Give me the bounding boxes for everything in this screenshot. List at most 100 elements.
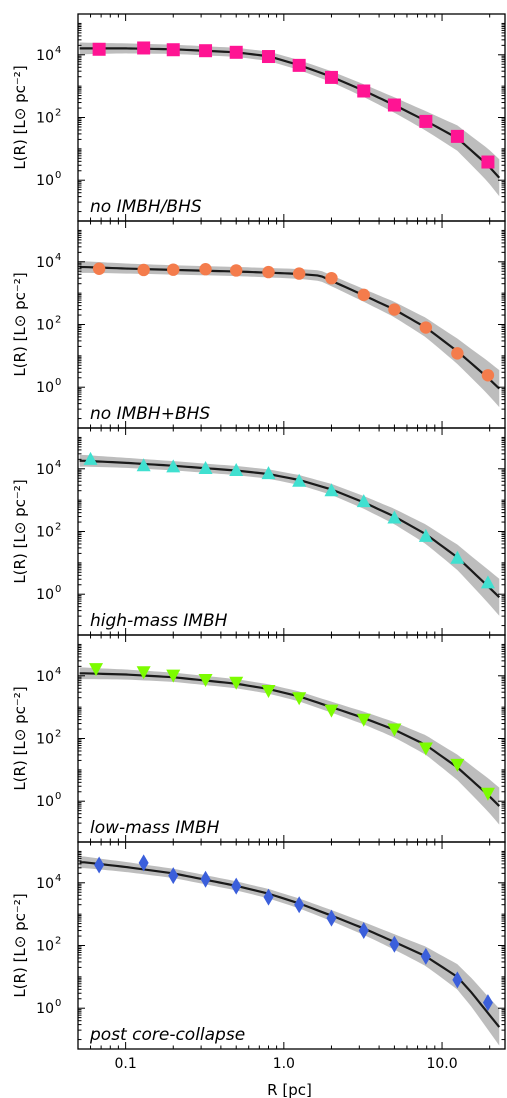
data-point <box>229 463 244 477</box>
y-tick-label: 10 <box>36 587 54 603</box>
data-point <box>166 669 181 683</box>
y-axis-label: L(R) [L⊙ pc⁻²] <box>11 65 29 169</box>
panel-5-model-band <box>79 856 500 1046</box>
panel-4-frame <box>77 634 506 843</box>
data-point <box>263 888 274 906</box>
y-tick-label: 10 <box>36 173 54 189</box>
data-point <box>166 459 181 473</box>
y-tick-label: 10 <box>36 318 54 334</box>
y-tick-label-exponent: 4 <box>55 666 61 677</box>
y-tick-label: 10 <box>36 1001 54 1017</box>
data-point <box>166 43 180 57</box>
data-point <box>138 854 149 872</box>
y-axis-label: L(R) [L⊙ pc⁻²] <box>11 272 29 376</box>
y-tick-label-exponent: 0 <box>55 170 61 181</box>
data-point <box>136 666 151 680</box>
panel-4-plot-area <box>79 663 501 825</box>
y-tick-label: 10 <box>36 876 54 892</box>
x-tick-label: 10.0 <box>426 1056 457 1072</box>
data-point <box>92 262 106 275</box>
data-point <box>324 70 338 84</box>
y-tick-label: 10 <box>36 48 54 64</box>
y-axis-label: L(R) [L⊙ pc⁻²] <box>11 893 29 997</box>
y-tick-label: 10 <box>36 669 54 685</box>
data-point <box>480 787 495 801</box>
panel-4-model-band <box>79 667 500 825</box>
panel-5-label: post core-collapse <box>89 1025 245 1045</box>
y-tick-label-exponent: 4 <box>55 873 61 884</box>
y-tick-label-exponent: 0 <box>55 377 61 388</box>
x-tick-label: 1.0 <box>273 1056 295 1072</box>
data-point <box>198 461 213 475</box>
data-point <box>92 42 106 56</box>
panel-3-label: high-mass IMBH <box>90 611 228 631</box>
data-point <box>450 550 465 564</box>
data-point <box>480 575 495 589</box>
y-tick-label-exponent: 2 <box>55 315 61 326</box>
y-tick-label-exponent: 0 <box>55 584 61 595</box>
data-point <box>262 50 276 64</box>
y-tick-label-exponent: 4 <box>55 252 61 263</box>
data-point <box>292 267 306 280</box>
data-point <box>231 877 242 895</box>
y-tick-label: 10 <box>36 462 54 478</box>
y-tick-label: 10 <box>36 732 54 748</box>
panel-2-plot-area <box>79 261 501 408</box>
data-point <box>89 663 104 677</box>
data-point <box>389 935 400 953</box>
y-tick-label-exponent: 4 <box>55 459 61 470</box>
panel-1-model-line <box>79 47 501 179</box>
data-point <box>94 856 105 874</box>
data-point <box>388 303 401 316</box>
data-point <box>419 321 433 334</box>
data-point <box>451 347 464 360</box>
data-point <box>167 263 180 276</box>
data-point <box>199 263 212 276</box>
data-point <box>357 84 371 98</box>
panel-2-frame <box>77 220 506 429</box>
data-point <box>261 684 276 698</box>
y-tick-label: 10 <box>36 939 54 955</box>
data-point <box>262 265 275 279</box>
data-point <box>137 41 151 55</box>
data-point <box>83 451 98 465</box>
panel-2-label: no IMBH+BHS <box>90 404 210 424</box>
data-point <box>387 98 401 112</box>
panel-1-label: no IMBH/BHS <box>90 197 202 217</box>
data-point <box>229 676 244 690</box>
data-point <box>168 867 179 885</box>
y-tick-label: 10 <box>36 111 54 127</box>
data-point <box>418 742 433 756</box>
data-point <box>450 129 464 143</box>
y-tick-label: 10 <box>36 255 54 271</box>
data-point <box>294 896 305 914</box>
panel-3-plot-area <box>79 451 501 616</box>
y-tick-label: 10 <box>36 380 54 396</box>
y-tick-label: 10 <box>36 525 54 541</box>
panel-5-plot-area <box>79 854 501 1046</box>
data-point <box>419 114 433 128</box>
panel-4-label: low-mass IMBH <box>90 818 220 838</box>
data-point <box>387 510 402 524</box>
panel-4-model-line <box>79 672 501 807</box>
data-point <box>387 723 402 737</box>
data-point <box>137 263 150 277</box>
data-point <box>200 870 211 888</box>
y-tick-label-exponent: 0 <box>55 791 61 802</box>
y-tick-label-exponent: 2 <box>55 729 61 740</box>
data-point <box>358 922 369 940</box>
y-tick-label: 10 <box>36 794 54 810</box>
x-axis-label: R [pc] <box>267 1081 312 1098</box>
data-point <box>229 45 243 59</box>
y-tick-label-exponent: 2 <box>55 108 61 119</box>
panel-3-model-band <box>79 454 500 616</box>
x-tick-label: 0.1 <box>114 1056 136 1072</box>
data-point <box>418 528 433 542</box>
data-point <box>357 288 370 302</box>
y-tick-label-exponent: 2 <box>55 522 61 533</box>
